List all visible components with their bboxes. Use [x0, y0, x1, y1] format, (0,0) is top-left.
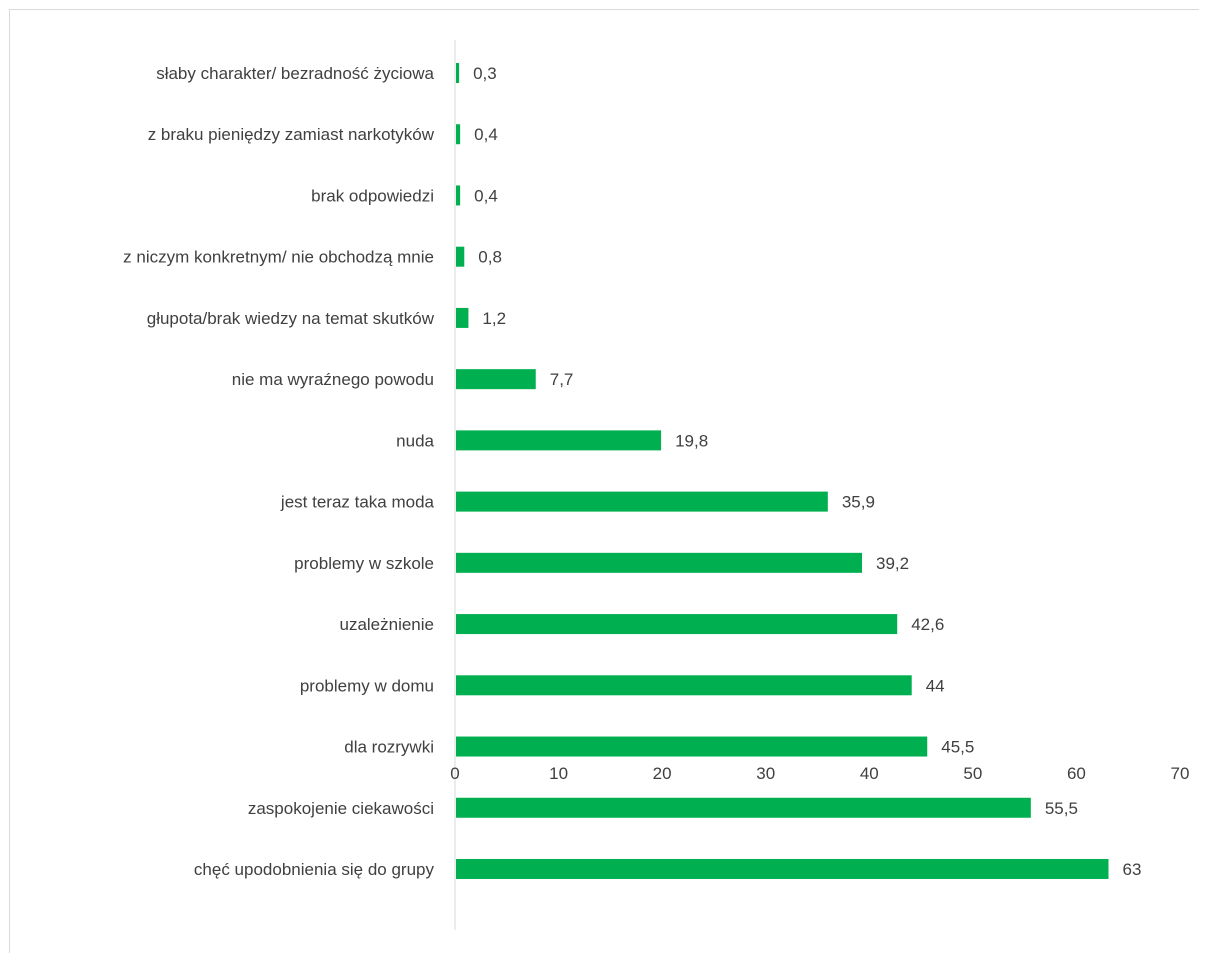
- data-label: 19,8: [675, 431, 708, 450]
- data-label: 0,4: [474, 186, 498, 205]
- data-label: 0,8: [478, 248, 502, 267]
- labels-layer: słaby charakter/ bezradność życiowa 0,3 z …: [123, 64, 1189, 879]
- x-tick-label: 20: [653, 764, 672, 783]
- bar: [456, 614, 898, 635]
- x-tick-label: 50: [963, 764, 982, 783]
- bar: [456, 491, 828, 512]
- x-tick-label: 0: [450, 764, 459, 783]
- bar: [456, 736, 928, 757]
- category-label: zaspokojenie ciekawości: [248, 799, 434, 818]
- data-label: 7,7: [550, 370, 574, 389]
- bar: [456, 307, 469, 328]
- data-label: 45,5: [941, 738, 974, 757]
- bar: [456, 246, 465, 267]
- data-label: 44: [926, 676, 945, 695]
- category-label: z braku pieniędzy zamiast narkotyków: [148, 125, 435, 144]
- category-label: dla rozrywki: [344, 738, 434, 757]
- data-label: 63: [1123, 860, 1142, 879]
- bar: [456, 124, 461, 145]
- bars-layer: [456, 63, 1109, 879]
- category-label: głupota/brak wiedzy na temat skutków: [147, 309, 435, 328]
- x-tick-label: 30: [756, 764, 775, 783]
- bar: [456, 63, 460, 83]
- x-tick-label: 40: [860, 764, 879, 783]
- data-label: 39,2: [876, 554, 909, 573]
- category-label: brak odpowiedzi: [311, 186, 434, 205]
- chart-frame: [9, 9, 1199, 953]
- x-tick-label: 60: [1067, 764, 1086, 783]
- category-label: problemy w domu: [300, 676, 434, 695]
- category-label: z niczym konkretnym/ nie obchodzą mnie: [123, 248, 434, 267]
- bar: [456, 430, 662, 451]
- data-label: 42,6: [911, 615, 944, 634]
- bar: [456, 185, 461, 206]
- x-tick-label: 70: [1171, 764, 1190, 783]
- category-label: nuda: [396, 431, 434, 450]
- category-label: chęć upodobnienia się do grupy: [194, 860, 435, 879]
- category-label: uzależnienie: [339, 615, 434, 634]
- category-label: jest teraz taka moda: [280, 493, 435, 512]
- category-label: słaby charakter/ bezradność życiowa: [156, 64, 434, 83]
- category-label: problemy w szkole: [294, 554, 434, 573]
- bar: [456, 675, 912, 696]
- data-label: 35,9: [842, 493, 875, 512]
- bar: [456, 552, 862, 573]
- data-label: 1,2: [482, 309, 506, 328]
- data-label: 0,4: [474, 125, 498, 144]
- bar: [456, 858, 1109, 879]
- data-label: 55,5: [1045, 799, 1078, 818]
- x-tick-label: 10: [549, 764, 568, 783]
- bar: [456, 797, 1031, 818]
- bar: [456, 369, 536, 390]
- category-label: nie ma wyraźnego powodu: [232, 370, 434, 389]
- data-label: 0,3: [473, 64, 497, 83]
